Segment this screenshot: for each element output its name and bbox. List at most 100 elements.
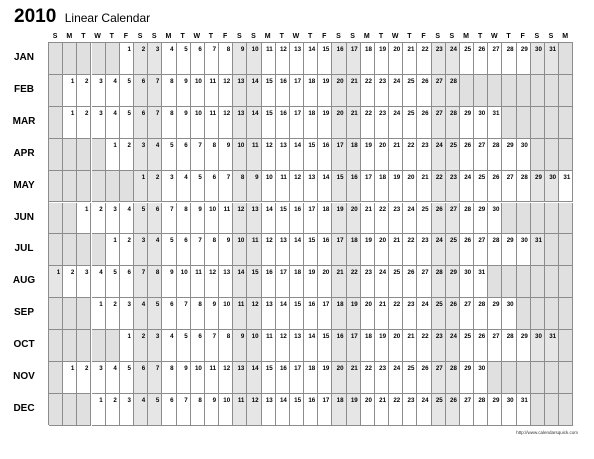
day-cell[interactable]: 15 — [261, 106, 276, 139]
day-cell[interactable]: 26 — [445, 393, 460, 426]
day-cell[interactable]: 18 — [332, 298, 347, 331]
day-cell[interactable]: 27 — [502, 170, 517, 203]
day-cell[interactable]: 1 — [134, 170, 149, 203]
day-cell[interactable]: 14 — [247, 74, 262, 107]
day-cell[interactable]: 15 — [261, 74, 276, 107]
day-cell[interactable]: 29 — [488, 298, 503, 331]
day-cell[interactable]: 24 — [445, 330, 460, 362]
day-cell[interactable]: 18 — [332, 393, 347, 426]
day-cell[interactable]: 1 — [91, 298, 106, 331]
day-cell[interactable]: 6 — [162, 393, 177, 426]
day-cell[interactable]: 12 — [247, 298, 262, 331]
day-cell[interactable]: 21 — [403, 330, 418, 362]
day-cell[interactable]: 23 — [360, 266, 375, 299]
day-cell[interactable]: 1 — [77, 202, 92, 235]
day-cell[interactable]: 17 — [318, 393, 333, 426]
day-cell[interactable]: 22 — [346, 266, 361, 299]
day-cell[interactable]: 7 — [148, 106, 163, 139]
day-cell[interactable]: 20 — [374, 234, 390, 267]
day-cell[interactable]: 29 — [459, 106, 475, 139]
day-cell[interactable]: 8 — [162, 362, 177, 394]
day-cell[interactable]: 25 — [403, 362, 418, 394]
day-cell[interactable]: 14 — [304, 330, 319, 362]
day-cell[interactable]: 1 — [63, 106, 78, 139]
day-cell[interactable]: 22 — [403, 138, 418, 171]
day-cell[interactable]: 30 — [530, 330, 545, 362]
day-cell[interactable]: 28 — [431, 266, 446, 299]
day-cell[interactable]: 27 — [488, 330, 503, 362]
day-cell[interactable]: 24 — [431, 138, 446, 171]
day-cell[interactable]: 15 — [261, 362, 276, 394]
day-cell[interactable]: 2 — [91, 202, 106, 235]
day-cell[interactable]: 7 — [219, 170, 234, 203]
day-cell[interactable]: 27 — [431, 106, 446, 139]
day-cell[interactable]: 12 — [219, 74, 234, 107]
day-cell[interactable]: 3 — [134, 138, 149, 171]
day-cell[interactable]: 23 — [417, 234, 432, 267]
day-cell[interactable]: 15 — [304, 234, 319, 267]
day-cell[interactable]: 1 — [91, 393, 106, 426]
day-cell[interactable]: 11 — [204, 362, 220, 394]
day-cell[interactable]: 22 — [360, 74, 375, 107]
day-cell[interactable]: 22 — [431, 170, 446, 203]
day-cell[interactable]: 5 — [162, 138, 177, 171]
day-cell[interactable]: 20 — [360, 298, 375, 331]
day-cell[interactable]: 29 — [516, 43, 531, 75]
day-cell[interactable]: 10 — [247, 43, 262, 75]
day-cell[interactable]: 1 — [105, 138, 120, 171]
day-cell[interactable]: 30 — [502, 393, 517, 426]
day-cell[interactable]: 16 — [318, 138, 333, 171]
day-cell[interactable]: 12 — [204, 266, 220, 299]
day-cell[interactable]: 11 — [247, 138, 262, 171]
day-cell[interactable]: 23 — [389, 202, 404, 235]
day-cell[interactable]: 28 — [516, 170, 531, 203]
day-cell[interactable]: 26 — [417, 362, 432, 394]
day-cell[interactable]: 1 — [105, 234, 120, 267]
day-cell[interactable]: 1 — [119, 43, 134, 75]
day-cell[interactable]: 4 — [162, 43, 177, 75]
day-cell[interactable]: 9 — [219, 234, 234, 267]
day-cell[interactable]: 20 — [389, 330, 404, 362]
day-cell[interactable]: 6 — [134, 106, 149, 139]
day-cell[interactable]: 2 — [119, 234, 134, 267]
day-cell[interactable]: 2 — [77, 74, 92, 107]
day-cell[interactable]: 1 — [63, 362, 78, 394]
day-cell[interactable]: 16 — [275, 106, 290, 139]
day-cell[interactable]: 6 — [119, 266, 134, 299]
day-cell[interactable]: 21 — [346, 74, 361, 107]
day-cell[interactable]: 18 — [304, 106, 319, 139]
day-cell[interactable]: 28 — [445, 74, 460, 107]
day-cell[interactable]: 27 — [431, 362, 446, 394]
day-cell[interactable]: 8 — [219, 330, 234, 362]
day-cell[interactable]: 1 — [49, 266, 64, 299]
day-cell[interactable]: 16 — [332, 330, 347, 362]
day-cell[interactable]: 17 — [289, 362, 305, 394]
day-cell[interactable]: 30 — [544, 170, 560, 203]
day-cell[interactable]: 13 — [289, 330, 305, 362]
day-cell[interactable]: 8 — [148, 266, 163, 299]
day-cell[interactable]: 20 — [360, 393, 375, 426]
day-cell[interactable]: 27 — [459, 298, 475, 331]
day-cell[interactable]: 12 — [219, 362, 234, 394]
day-cell[interactable]: 19 — [318, 106, 333, 139]
day-cell[interactable]: 5 — [148, 393, 163, 426]
day-cell[interactable]: 5 — [119, 362, 134, 394]
day-cell[interactable]: 16 — [332, 43, 347, 75]
day-cell[interactable]: 17 — [346, 330, 361, 362]
day-cell[interactable]: 14 — [275, 298, 290, 331]
day-cell[interactable]: 24 — [417, 393, 432, 426]
day-cell[interactable]: 9 — [176, 106, 191, 139]
day-cell[interactable]: 16 — [318, 234, 333, 267]
day-cell[interactable]: 21 — [332, 266, 347, 299]
day-cell[interactable]: 14 — [247, 362, 262, 394]
day-cell[interactable]: 10 — [261, 170, 276, 203]
day-cell[interactable]: 15 — [289, 393, 305, 426]
day-cell[interactable]: 5 — [119, 106, 134, 139]
day-cell[interactable]: 11 — [204, 74, 220, 107]
day-cell[interactable]: 30 — [530, 43, 545, 75]
day-cell[interactable]: 7 — [162, 202, 177, 235]
day-cell[interactable]: 18 — [304, 362, 319, 394]
day-cell[interactable]: 18 — [346, 234, 361, 267]
day-cell[interactable]: 19 — [374, 330, 390, 362]
day-cell[interactable]: 10 — [190, 74, 205, 107]
